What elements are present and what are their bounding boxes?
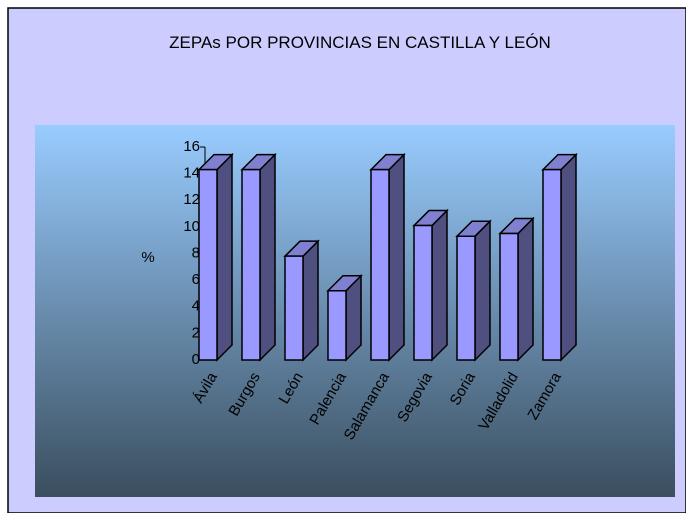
bar-side xyxy=(259,152,276,362)
bar-front xyxy=(327,290,347,361)
bar xyxy=(412,208,449,362)
y-axis-label: % xyxy=(141,249,154,266)
bar xyxy=(369,152,406,362)
bar-side xyxy=(431,208,448,362)
y-tick-label: 6 xyxy=(192,271,200,288)
bar xyxy=(541,152,578,362)
bar-front xyxy=(499,232,519,361)
bar xyxy=(455,219,492,362)
bar-front xyxy=(456,235,476,361)
bar-side xyxy=(474,219,491,362)
bar-side xyxy=(517,216,534,362)
bar-front xyxy=(370,168,390,361)
bar-side xyxy=(560,152,577,362)
bar xyxy=(498,216,535,362)
y-tick-label: 2 xyxy=(192,324,200,341)
y-tick-label: 14 xyxy=(183,165,200,182)
y-tick-label: 0 xyxy=(192,351,200,368)
bar xyxy=(240,152,277,362)
bar xyxy=(283,239,320,362)
bar-front xyxy=(413,224,433,361)
y-tick-label: 10 xyxy=(183,218,200,235)
bar-side xyxy=(216,152,233,362)
bar-front xyxy=(542,168,562,361)
bar-side xyxy=(302,239,319,362)
bar xyxy=(326,273,363,362)
chart-title: ZEPAs POR PROVINCIAS EN CASTILLA Y LEÓN xyxy=(169,33,551,52)
y-tick-label: 8 xyxy=(192,244,200,261)
y-tick-label: 4 xyxy=(192,298,200,315)
y-tick-label: 16 xyxy=(183,138,200,155)
bar-front xyxy=(198,168,218,361)
bar-front xyxy=(241,168,261,361)
y-tick-label: 12 xyxy=(183,191,200,208)
bar-side xyxy=(388,152,405,362)
bar xyxy=(197,152,234,362)
bar-front xyxy=(284,255,304,361)
